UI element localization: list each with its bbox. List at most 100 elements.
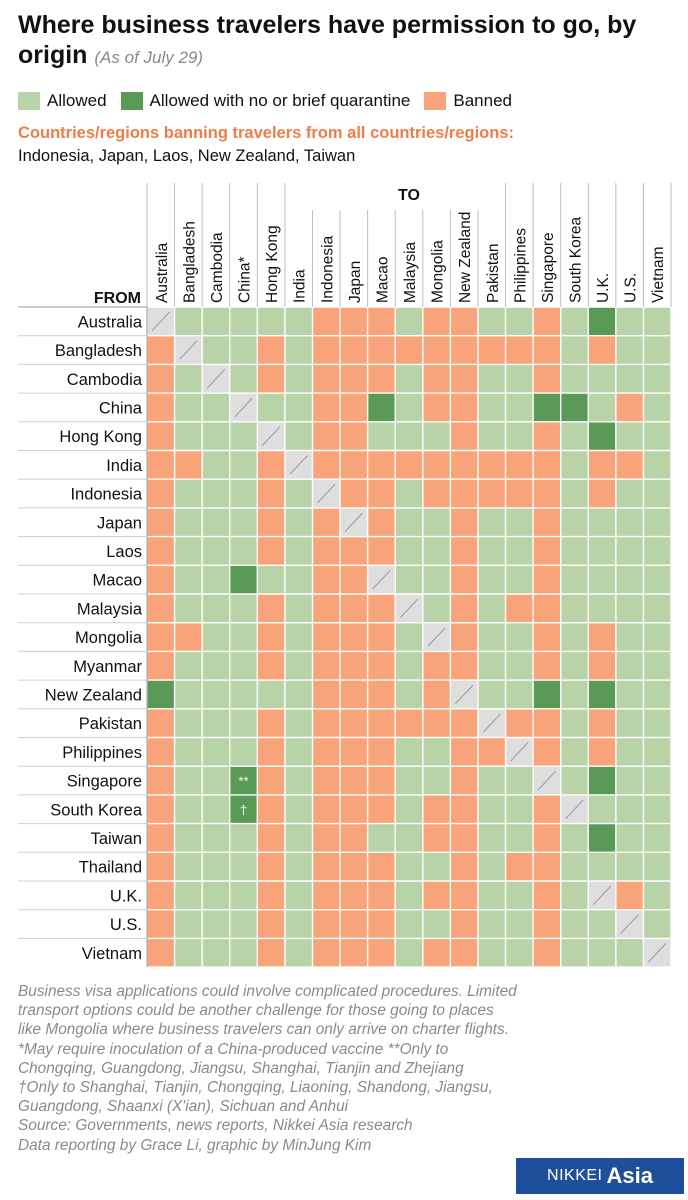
matrix-cell [505, 421, 534, 451]
footnote-line: *May require inoculation of a China-prod… [18, 1040, 449, 1058]
matrix-cell [312, 393, 341, 422]
matrix-cell [284, 794, 313, 824]
matrix-cell [450, 794, 478, 824]
matrix-cell [477, 507, 506, 537]
row-label: New Zealand [45, 686, 142, 704]
matrix-cell [257, 565, 285, 594]
column-label: Japan [347, 261, 364, 303]
matrix-cell [229, 766, 258, 795]
matrix-cell [367, 909, 396, 939]
row-label: Philippines [62, 744, 142, 762]
matrix-cell [147, 450, 175, 480]
matrix-cell [284, 622, 313, 652]
matrix-cell [257, 651, 285, 681]
matrix-cell [533, 450, 561, 480]
matrix-cell [202, 565, 230, 594]
matrix-cell [560, 565, 589, 594]
chart-title: Where business travelers have permission… [18, 10, 678, 73]
column-label: India [292, 269, 309, 303]
footnote-line: Business visa applications could involve… [18, 983, 517, 1000]
matrix-cell [147, 766, 175, 795]
matrix-cell [643, 507, 672, 537]
matrix-cell [340, 364, 368, 394]
matrix-cell [174, 421, 203, 451]
matrix-cell [257, 335, 285, 365]
matrix-cell [422, 307, 451, 336]
self-cell-slash [537, 770, 557, 791]
matrix-cell [202, 507, 230, 537]
matrix-cell [588, 307, 616, 336]
matrix-cell [395, 909, 423, 939]
matrix-cell [312, 536, 341, 566]
matrix-cell [588, 450, 616, 480]
matrix-cell [312, 307, 341, 336]
matrix-cell [340, 794, 368, 824]
matrix-cell [505, 909, 534, 939]
matrix-cell [229, 938, 258, 968]
matrix-cell [450, 651, 478, 681]
matrix-cell [588, 479, 616, 508]
matrix-cell [422, 651, 451, 681]
matrix-cell [202, 938, 230, 968]
footnote-line: like Mongolia where business travelers c… [18, 1021, 510, 1039]
matrix-cell [505, 881, 534, 910]
column-axis-label: TO [398, 187, 420, 204]
row-label: Indonesia [70, 486, 142, 504]
matrix-cell [174, 766, 203, 795]
matrix-cell [367, 766, 396, 795]
matrix-cell [367, 622, 396, 652]
matrix-cell [477, 881, 506, 910]
matrix-cell [202, 335, 230, 365]
matrix-cell [560, 938, 589, 968]
matrix-cell [588, 823, 616, 853]
matrix-cell [505, 766, 534, 795]
matrix-cell [533, 737, 561, 767]
matrix-cell [340, 823, 368, 853]
matrix-cell [560, 651, 589, 681]
matrix-cell [615, 307, 644, 336]
matrix-cell [422, 852, 451, 881]
matrix-cell [395, 565, 423, 594]
matrix-cell [229, 594, 258, 623]
matrix-cell [367, 823, 396, 853]
matrix-cell [147, 479, 175, 508]
matrix-cell [643, 393, 672, 422]
matrix-cell [560, 364, 589, 394]
matrix-cell [643, 364, 672, 394]
matrix-cell [477, 421, 506, 451]
matrix-cell [367, 507, 396, 537]
matrix-cell [395, 479, 423, 508]
matrix-cell [533, 881, 561, 910]
self-cell-slash [455, 684, 474, 705]
matrix-cell [422, 794, 451, 824]
matrix-cell [202, 852, 230, 881]
matrix-cell [147, 536, 175, 566]
legend-swatch-quarantine [120, 92, 143, 110]
matrix-cell [422, 708, 451, 738]
matrix-cell [560, 680, 589, 709]
matrix-cell [229, 335, 258, 365]
matrix-cell [229, 852, 258, 881]
matrix-cell [588, 680, 616, 709]
matrix-cell [340, 393, 368, 422]
matrix-cell [257, 938, 285, 968]
matrix-cell [284, 938, 313, 968]
matrix-cell [450, 594, 478, 623]
matrix-cell [533, 565, 561, 594]
column-label: Hong Kong [264, 225, 281, 303]
footnote-line: transport options could be another chall… [18, 1002, 494, 1020]
row-label: Bangladesh [55, 342, 142, 360]
matrix-cell [312, 364, 341, 394]
matrix-cell [643, 794, 672, 824]
matrix-cell [340, 536, 368, 566]
matrix-cell [257, 881, 285, 910]
self-cell-slash [482, 713, 501, 733]
banned-all-list: Indonesia, Japan, Laos, New Zealand, Tai… [18, 147, 356, 165]
matrix-cell [588, 766, 616, 795]
matrix-cell [202, 421, 230, 451]
matrix-cell [422, 536, 451, 566]
matrix-cell [257, 708, 285, 738]
matrix-cell [477, 737, 506, 767]
matrix-cell [312, 708, 341, 738]
credit-line: Data reporting by Grace Li, graphic by M… [18, 1136, 372, 1154]
